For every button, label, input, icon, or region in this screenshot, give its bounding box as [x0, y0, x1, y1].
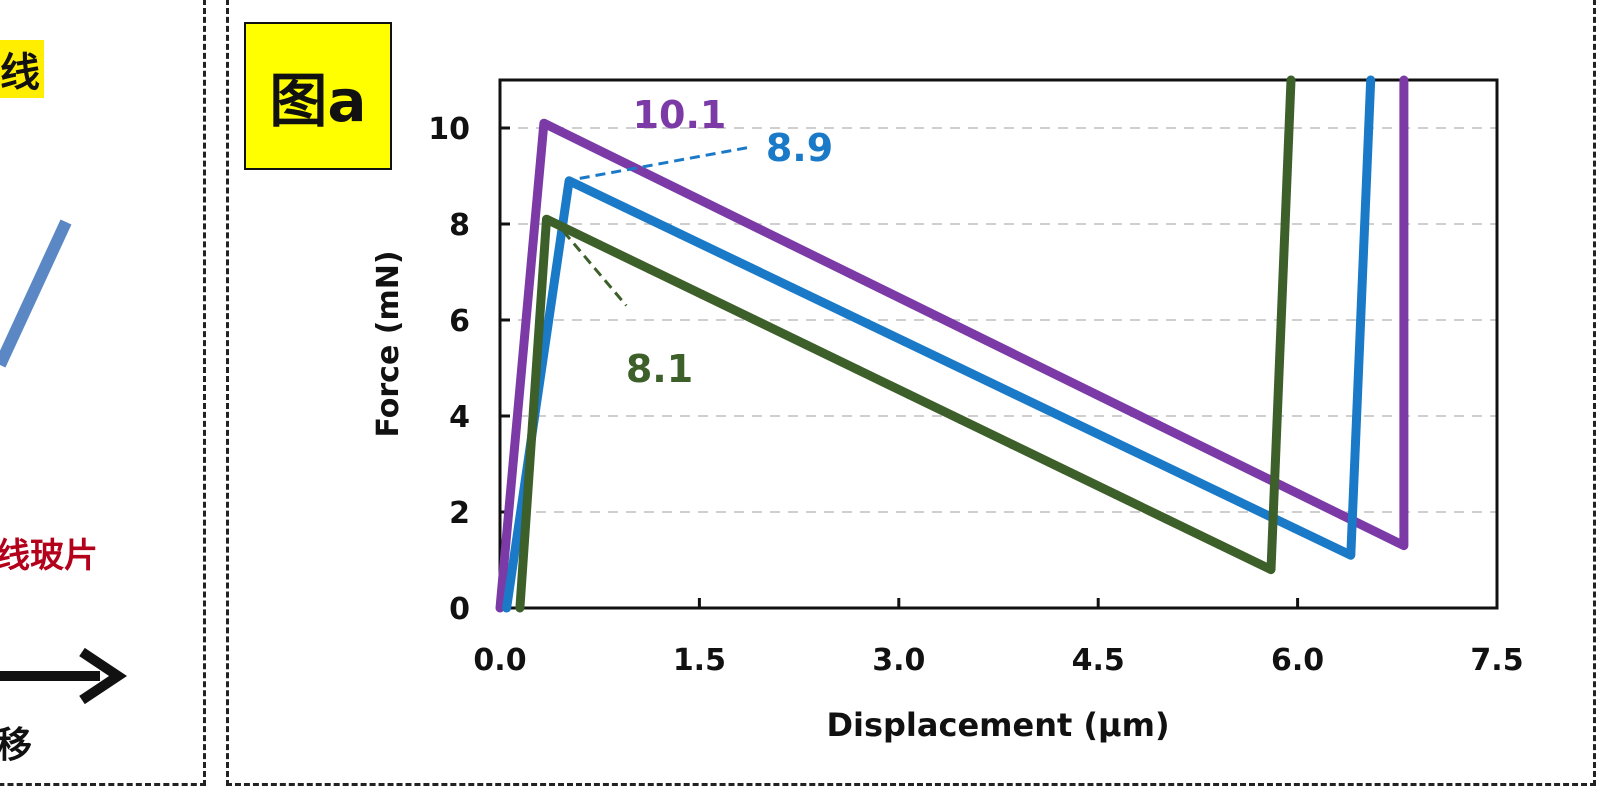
- series-marker-green: [749, 314, 759, 324]
- y-tick-label-2: 4: [449, 400, 470, 435]
- series-marker-green: [1214, 540, 1224, 550]
- series-marker-blue: [1067, 416, 1077, 426]
- x-axis-label: Displacement (μm): [826, 706, 1169, 744]
- series-marker-green: [593, 239, 603, 249]
- series-marker-green: [697, 289, 707, 299]
- y-tick-label-4: 8: [449, 208, 470, 243]
- left-panel-label-red: 线玻片: [0, 536, 98, 576]
- series-marker-purple: [1153, 420, 1163, 430]
- y-tick-label-5: 10: [428, 112, 470, 147]
- series-marker-purple: [907, 299, 917, 309]
- series-marker-purple: [785, 239, 795, 249]
- series-marker-blue: [843, 310, 853, 320]
- y-tick-label-3: 6: [449, 304, 470, 339]
- x-tick-label-1: 1.5: [673, 643, 726, 678]
- annotation-green: 8.1: [626, 347, 693, 391]
- peak-annotations: 10.1 8.9 8.1: [552, 93, 833, 391]
- series-marker-blue: [899, 336, 909, 346]
- left-panel-blue-line: [0, 219, 72, 368]
- series-marker-purple: [723, 209, 733, 219]
- series-marker-green: [800, 339, 810, 349]
- series-group: [495, 75, 1409, 613]
- series-marker-blue: [955, 363, 965, 373]
- series-marker-green: [1111, 490, 1121, 500]
- series-marker-blue: [787, 283, 797, 293]
- series-marker-blue: [1178, 470, 1188, 480]
- series-marker-blue: [1011, 390, 1021, 400]
- series-marker-green: [1059, 464, 1069, 474]
- series-marker-green: [1163, 515, 1173, 525]
- series-marker-green: [852, 364, 862, 374]
- series-marker-blue: [1290, 523, 1300, 533]
- series-marker-blue: [1234, 497, 1244, 507]
- series-marker-purple: [969, 329, 979, 339]
- plot-frame: [498, 78, 1499, 610]
- x-tick-label-2: 3.0: [872, 643, 925, 678]
- series-marker-green: [956, 414, 966, 424]
- series-marker-blue: [1122, 443, 1132, 453]
- y-axis-label: Force (mN): [371, 250, 406, 437]
- y-tick-label-0: 0: [449, 592, 470, 627]
- x-tick-label-3: 4.5: [1072, 643, 1125, 678]
- x-tick-label-5: 7.5: [1470, 643, 1523, 678]
- axis-ticks: 0 2 4 6 8 10 0.0 1.5 3.0 4.5 6.0 7.5: [428, 112, 1523, 678]
- grid-lines: [500, 127, 1497, 513]
- annotation-purple: 10.1: [633, 93, 727, 137]
- left-panel-title-fragment: 线: [0, 40, 44, 98]
- series-marker-purple: [1338, 510, 1348, 520]
- y-tick-label-1: 2: [449, 496, 470, 531]
- series-marker-blue: [676, 229, 686, 239]
- series-marker-green: [904, 389, 914, 399]
- x-tick-label-4: 6.0: [1271, 643, 1324, 678]
- series-marker-purple: [1030, 360, 1040, 370]
- annotation-leader-blue: [579, 145, 751, 180]
- series-marker-purple: [846, 269, 856, 279]
- series-marker-blue: [732, 256, 742, 266]
- series-line-blue: [502, 75, 1376, 613]
- left-panel: [0, 0, 206, 786]
- series-marker-blue: [620, 203, 630, 213]
- left-panel-arrow-icon: [79, 647, 128, 705]
- series-marker-purple: [1215, 450, 1225, 460]
- annotation-leader-green: [552, 218, 628, 307]
- left-panel-line-graphic: [0, 219, 128, 705]
- series-marker-purple: [662, 179, 672, 189]
- series-marker-green: [1007, 439, 1017, 449]
- figure-badge: 图a: [244, 22, 392, 170]
- x-tick-label-0: 0.0: [473, 643, 526, 678]
- series-marker-purple: [1092, 390, 1102, 400]
- series-marker-green: [645, 264, 655, 274]
- right-panel: [226, 0, 1596, 786]
- annotation-blue: 8.9: [766, 126, 833, 170]
- series-marker-purple: [600, 148, 610, 158]
- left-panel-axis-fragment: 移: [0, 725, 33, 766]
